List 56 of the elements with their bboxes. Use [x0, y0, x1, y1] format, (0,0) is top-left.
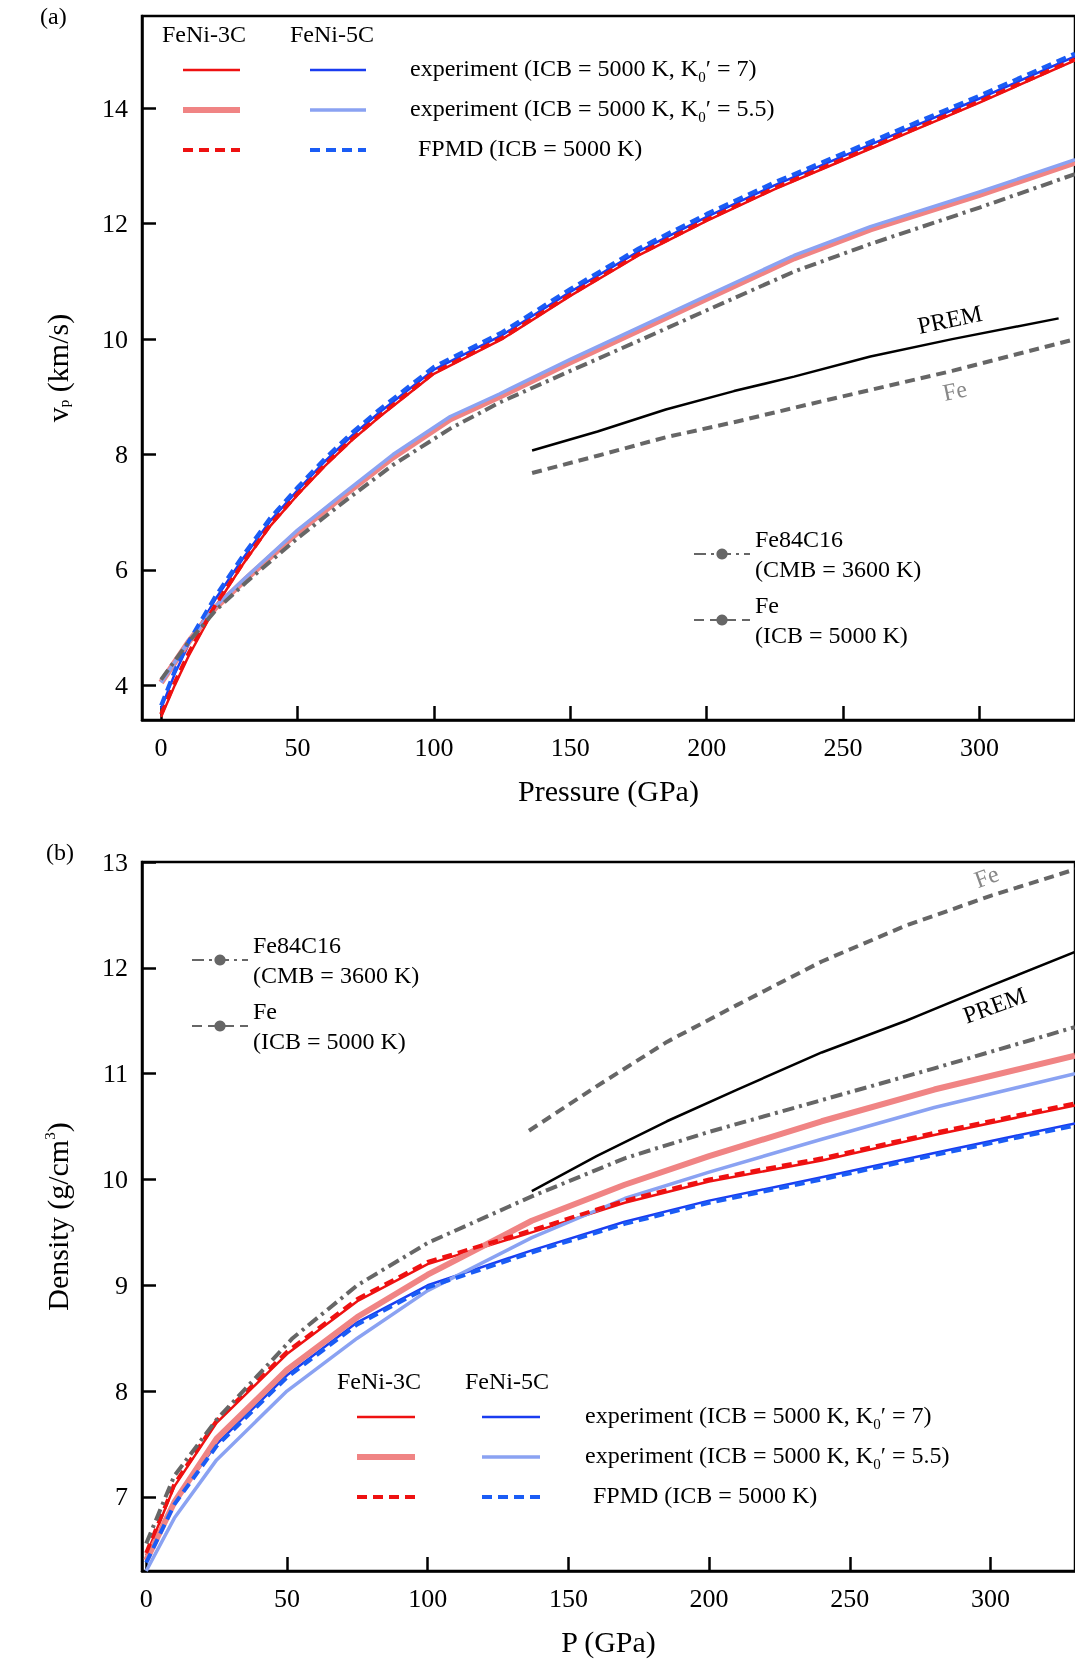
y-tick-label: 10 — [102, 324, 128, 354]
x-tick-label: 50 — [284, 732, 311, 762]
x-tick-label: 0 — [154, 732, 168, 762]
x-tick-label: 250 — [830, 1583, 870, 1613]
x-tick-label: 250 — [823, 732, 863, 762]
y-tick-label: 13 — [102, 847, 128, 877]
text: PREM — [915, 299, 985, 339]
x-tick-label: 50 — [273, 1583, 300, 1613]
annotation: (CMB = 3600 K) — [253, 962, 420, 988]
y-tick-label: 11 — [102, 1059, 128, 1089]
y-tick-label: 7 — [115, 1482, 128, 1512]
y-tick-label: 9 — [115, 1270, 128, 1300]
x-tick-label: 300 — [960, 732, 1000, 762]
annotation: FPMD (ICB = 5000 K) — [593, 1481, 818, 1509]
x-tick-label: 200 — [689, 1583, 729, 1613]
annotation: experiment (ICB = 5000 K, K$_{0}$′ = 7) — [585, 1401, 932, 1434]
y-tick-label: 4 — [115, 670, 128, 700]
x-tick-label: 150 — [550, 732, 590, 762]
x-tick-label: 100 — [414, 732, 454, 762]
y-tick-label: 8 — [115, 1376, 128, 1406]
annotation: (ICB = 5000 K) — [253, 1028, 406, 1054]
annotation: (ICB = 5000 K) — [755, 622, 908, 648]
annotation: FeNi-3C — [337, 1367, 421, 1395]
annotation: experiment (ICB = 5000 K, K$_{0}$′ = 5.5) — [410, 94, 775, 127]
annotation: FeNi-3C — [162, 20, 246, 48]
x-axis-title: Pressure (GPa) — [518, 773, 699, 808]
annotation: experiment (ICB = 5000 K, K$_{0}$′ = 5.5) — [585, 1441, 950, 1474]
annotation: experiment (ICB = 5000 K, K$_{0}$′ = 7) — [410, 54, 757, 87]
x-tick-label: 100 — [408, 1583, 448, 1613]
x-tick-label: 300 — [971, 1583, 1011, 1613]
y-tick-label: 14 — [102, 93, 128, 123]
y-tick-label: 12 — [102, 953, 128, 983]
y-tick-label: 10 — [102, 1164, 128, 1194]
x-tick-label: 150 — [548, 1583, 588, 1613]
text: Fe — [940, 375, 970, 406]
annotation: FPMD (ICB = 5000 K) — [418, 134, 643, 162]
text: (a) — [40, 3, 67, 29]
annotation: FeNi-5C — [290, 20, 374, 48]
text: (b) — [46, 839, 74, 865]
x-tick-label: 0 — [139, 1583, 153, 1613]
legend-label: Fe84C16 — [755, 526, 844, 552]
y-tick-label: 12 — [102, 209, 128, 239]
y-tick-label: 6 — [115, 555, 128, 585]
text: PREM — [959, 981, 1030, 1029]
line-series — [526, 867, 1075, 1133]
legend-label: Fe — [253, 998, 277, 1024]
y-axis-title: vp (km/s) — [40, 313, 75, 423]
text: Fe — [970, 860, 1003, 893]
annotation: FeNi-5C — [465, 1367, 549, 1395]
x-axis-title: P (GPa) — [561, 1624, 656, 1659]
y-tick-label: 8 — [115, 440, 128, 470]
legend-label: Fe84C16 — [253, 932, 342, 958]
x-tick-label: 200 — [687, 732, 727, 762]
y-axis-title: Density (g/cm3) — [40, 1122, 75, 1311]
annotation: (CMB = 3600 K) — [755, 556, 922, 582]
legend-label: Fe — [755, 592, 779, 618]
